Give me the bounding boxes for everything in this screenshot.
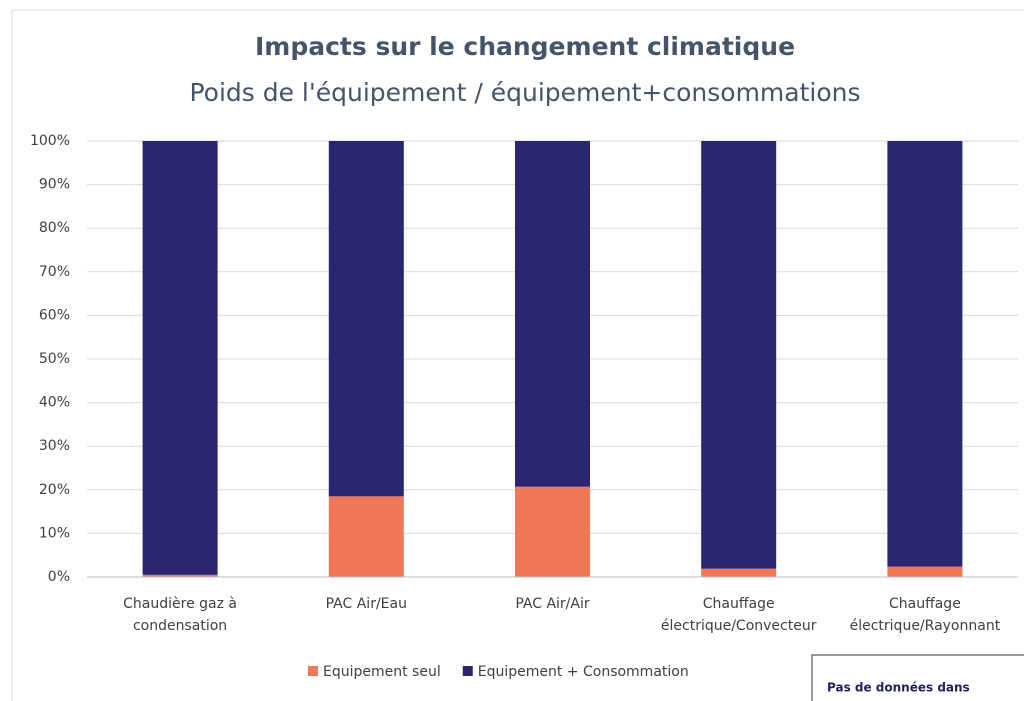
y-tick-label: 100% — [30, 133, 70, 149]
legend-swatch — [462, 666, 473, 676]
x-tick-label: électrique/Convecteur — [661, 618, 817, 634]
bar-segment — [328, 141, 404, 497]
bar-segment — [142, 141, 218, 575]
x-tick-label: condensation — [133, 618, 227, 634]
y-tick-label: 40% — [39, 395, 70, 411]
bar-segment — [515, 486, 590, 577]
y-tick-label: 60% — [39, 307, 70, 323]
legend-label: Equipement + Consommation — [478, 664, 689, 680]
legend-label: Equipement seul — [323, 664, 441, 680]
legend-swatch — [308, 666, 318, 676]
bar-segment — [142, 574, 218, 577]
x-tick-label: PAC Air/Eau — [326, 596, 407, 612]
x-tick-label: Chauffage — [889, 596, 961, 612]
bar-segment — [328, 496, 404, 577]
x-tick-label: PAC Air/Air — [515, 596, 590, 612]
annotation: Pas de données dans — [827, 681, 970, 695]
bar-segment — [701, 568, 777, 577]
bar-segment — [701, 141, 777, 569]
x-tick-label: Chauffage — [703, 596, 775, 612]
x-tick-label: électrique/Rayonnant — [850, 618, 1001, 634]
y-tick-label: 50% — [39, 351, 70, 367]
y-tick-label: 80% — [39, 220, 70, 236]
note-box — [811, 654, 1024, 701]
y-tick-label: 20% — [39, 482, 70, 498]
chart-subtitle: Poids de l'équipement / équipement+conso… — [189, 78, 860, 107]
y-tick-label: 90% — [39, 177, 70, 193]
y-tick-label: 30% — [39, 438, 70, 454]
y-tick-label: 70% — [39, 264, 70, 280]
y-tick-label: 10% — [39, 525, 70, 541]
bar-segment — [887, 566, 963, 577]
bar-segment — [887, 141, 963, 567]
y-tick-label: 0% — [48, 569, 70, 585]
x-tick-label: Chaudière gaz à — [123, 596, 237, 612]
bar-segment — [515, 141, 590, 487]
chart-title: Impacts sur le changement climatique — [255, 32, 795, 61]
